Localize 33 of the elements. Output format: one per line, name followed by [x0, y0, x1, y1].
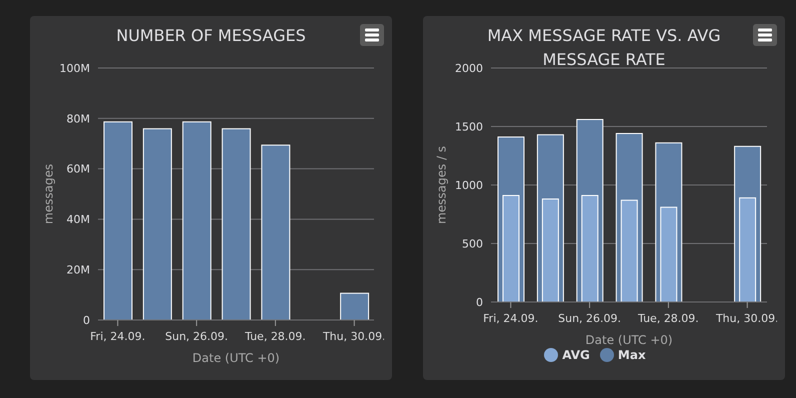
x-axis-title: Date (UTC +0) — [585, 333, 673, 347]
chart-title: MAX MESSAGE RATE VS. AVG MESSAGE RATE — [487, 26, 721, 69]
bar — [222, 128, 251, 320]
y-tick-label: 80M — [66, 112, 90, 126]
x-tick-label: Sun, 26.09. — [558, 312, 622, 325]
y-tick-label: 60M — [66, 162, 90, 176]
x-axis-title: Date (UTC +0) — [192, 351, 280, 365]
y-tick-label: 1500 — [455, 120, 483, 134]
y-tick-label: 0 — [83, 314, 90, 327]
bar — [182, 121, 212, 320]
y-tick-label: 20M — [66, 264, 90, 277]
bar — [142, 128, 172, 320]
y-tick-label: 100M — [60, 62, 90, 75]
x-tick-label: Tue, 28.09. — [637, 312, 699, 325]
x-tick-label: Fri, 24.09. — [483, 312, 538, 325]
x-tick-label: Fri, 24.09. — [90, 330, 146, 343]
y-tick-label: 40M — [66, 213, 90, 226]
y-tick-label: 2000 — [455, 62, 483, 75]
y-axis-title: messages — [41, 164, 56, 224]
x-tick-label: Thu, 30.09. — [714, 312, 779, 325]
y-tick-label: 1000 — [455, 178, 483, 192]
bar — [340, 292, 370, 320]
x-tick-label: Tue, 28.09. — [244, 330, 306, 343]
y-axis-title: messages / s — [434, 146, 448, 224]
y-tick-label: 500 — [462, 237, 483, 250]
chart-title: NUMBER OF MESSAGES — [115, 25, 307, 47]
bar — [104, 121, 132, 320]
x-tick-label: Sun, 26.09. — [165, 330, 228, 343]
bar — [261, 144, 290, 320]
x-tick-label: Thu, 30.09. — [322, 330, 386, 343]
y-tick-label: 0 — [476, 296, 483, 309]
legend-label: AVG — [562, 348, 590, 362]
legend-label: Max — [618, 348, 646, 362]
